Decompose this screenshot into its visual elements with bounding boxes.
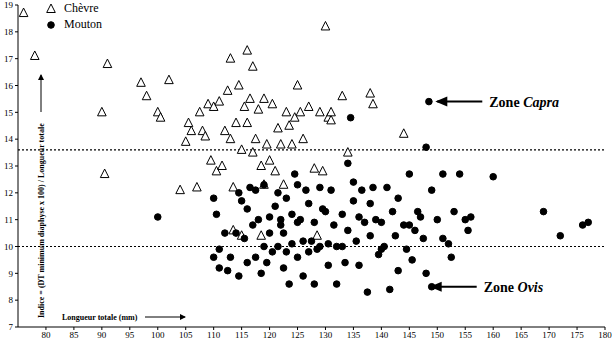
svg-text:Zone Ovis: Zone Ovis: [484, 280, 544, 295]
svg-text:155: 155: [458, 330, 472, 340]
svg-text:18: 18: [4, 27, 14, 37]
svg-text:12: 12: [4, 188, 13, 198]
svg-text:Longueur totale (mm): Longueur totale (mm): [62, 313, 138, 322]
svg-text:120: 120: [263, 330, 277, 340]
svg-text:Zone Capra: Zone Capra: [489, 95, 559, 110]
svg-text:85: 85: [69, 330, 79, 340]
svg-text:160: 160: [486, 330, 500, 340]
svg-text:115: 115: [235, 330, 249, 340]
svg-text:135: 135: [347, 330, 361, 340]
svg-text:Indice = (DT minimum diaphyse: Indice = (DT minimum diaphyse x 100) / L…: [37, 123, 46, 318]
svg-text:19: 19: [4, 0, 14, 10]
svg-text:140: 140: [375, 330, 389, 340]
svg-text:13: 13: [4, 161, 14, 171]
svg-text:17: 17: [4, 54, 14, 64]
svg-text:8: 8: [9, 295, 14, 305]
svg-text:145: 145: [403, 330, 417, 340]
svg-text:16: 16: [4, 81, 14, 91]
svg-text:125: 125: [291, 330, 305, 340]
svg-text:130: 130: [319, 330, 333, 340]
svg-text:105: 105: [179, 330, 193, 340]
svg-text:180: 180: [598, 330, 612, 340]
svg-text:14: 14: [4, 134, 14, 144]
svg-text:90: 90: [97, 330, 107, 340]
svg-text:170: 170: [542, 330, 556, 340]
svg-text:10: 10: [4, 242, 14, 252]
svg-text:80: 80: [41, 330, 51, 340]
svg-text:15: 15: [4, 108, 14, 118]
html-text:Mouton: Mouton: [64, 17, 102, 31]
svg-text:100: 100: [151, 330, 165, 340]
svg-text:110: 110: [207, 330, 221, 340]
svg-text:7: 7: [9, 322, 14, 332]
svg-text:11: 11: [4, 215, 13, 225]
svg-text:175: 175: [570, 330, 584, 340]
html-text:Chèvre: Chèvre: [64, 1, 99, 15]
svg-text:95: 95: [125, 330, 135, 340]
svg-text:165: 165: [514, 330, 528, 340]
svg-text:150: 150: [431, 330, 445, 340]
svg-text:9: 9: [9, 269, 14, 279]
